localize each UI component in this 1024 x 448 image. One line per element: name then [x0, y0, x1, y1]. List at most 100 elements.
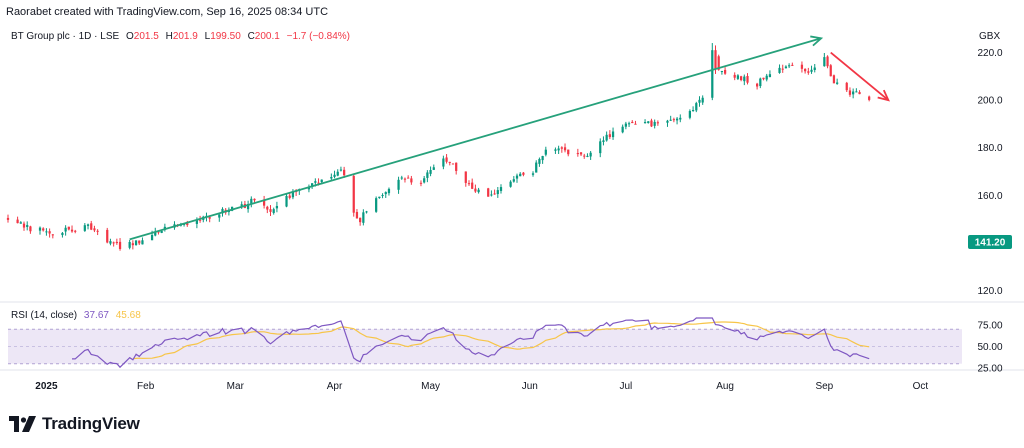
- candle-body: [746, 76, 749, 83]
- candle-body: [6, 217, 10, 220]
- candle-body: [429, 170, 432, 174]
- candle-body: [723, 69, 727, 74]
- candle-body: [352, 175, 355, 213]
- time-axis[interactable]: 2025 Feb Mar Apr May Jun Jul Aug Sep Oct: [35, 381, 928, 392]
- candle-body: [666, 120, 669, 123]
- candle-body: [672, 119, 675, 121]
- candle-body: [266, 206, 269, 210]
- candle-body: [314, 181, 317, 183]
- candle-body: [362, 212, 365, 223]
- rsi-name[interactable]: RSI (14, close): [11, 310, 78, 321]
- candle-body: [250, 198, 253, 204]
- candle-body: [624, 123, 627, 127]
- candle-body: [19, 222, 22, 224]
- candle-body: [762, 77, 765, 80]
- candle-body: [852, 91, 855, 95]
- candle-body: [544, 149, 547, 155]
- candle-body: [269, 209, 272, 212]
- candle-body: [96, 230, 99, 232]
- price-badge-text: 141.20: [975, 238, 1006, 249]
- candle-body: [519, 173, 522, 177]
- open-value: 201.5: [133, 31, 159, 42]
- candle-body: [109, 241, 112, 244]
- candle-body: [679, 117, 682, 120]
- candle-body: [141, 240, 144, 245]
- candle-body: [29, 226, 32, 232]
- candle-body: [48, 231, 51, 234]
- price-tick-label: 160.0: [977, 191, 1002, 202]
- rsi-tick-label: 75.00: [977, 320, 1002, 331]
- candle-body: [22, 223, 26, 228]
- candle-body: [717, 56, 720, 70]
- candle-body: [387, 188, 391, 194]
- candle-body: [490, 194, 493, 196]
- candle-body: [695, 103, 698, 111]
- close-label: C: [247, 31, 255, 42]
- candle-body: [599, 141, 602, 154]
- candle-body: [26, 225, 29, 227]
- candle-body: [45, 231, 48, 233]
- candle-body: [51, 234, 54, 236]
- candle-body: [253, 198, 256, 201]
- downtrend-arrowhead: [877, 89, 890, 102]
- candle-body: [583, 155, 586, 157]
- rsi-pane: [8, 317, 962, 369]
- candle-body: [589, 152, 592, 157]
- candle-body: [653, 121, 656, 126]
- candle-body: [784, 66, 788, 69]
- candle-body: [743, 76, 746, 82]
- candle-body: [778, 67, 781, 73]
- candle-body: [781, 68, 784, 70]
- candle-body: [586, 155, 589, 157]
- candle-body: [272, 209, 275, 213]
- candle-body: [419, 182, 423, 184]
- candle-body: [336, 171, 339, 176]
- candle-body: [410, 178, 413, 183]
- candle-body: [138, 240, 141, 244]
- candle-body: [195, 219, 198, 224]
- candle-body: [804, 68, 807, 72]
- currency-label: GBX: [979, 31, 1001, 42]
- candle-body: [522, 172, 525, 175]
- candle-body: [855, 91, 858, 93]
- high-value: 201.9: [172, 31, 198, 42]
- price-tick-label: 180.0: [977, 143, 1002, 154]
- candle-body: [621, 126, 624, 133]
- symbol-legend: BT Group plc · 1D · LSE O201.5 H201.9 L1…: [11, 31, 350, 42]
- candle-body: [112, 242, 115, 244]
- price-badge-bg: [968, 235, 1012, 249]
- candle-body: [16, 219, 19, 224]
- candle-body: [813, 67, 816, 71]
- candle-body: [70, 229, 74, 232]
- candle-body: [643, 122, 647, 124]
- candle-body: [739, 76, 743, 81]
- price-badge: 141.20: [968, 235, 1012, 249]
- price-tick-label: 120.0: [977, 286, 1002, 297]
- candle-body: [291, 191, 295, 198]
- candle-body: [611, 131, 615, 138]
- rsi-ma-line: [132, 321, 870, 360]
- candle-body: [355, 211, 359, 219]
- candle-body: [701, 97, 704, 103]
- candle-body: [656, 122, 659, 124]
- uptrend-arrowhead: [810, 35, 824, 47]
- rsi-legend: RSI (14, close) 37.67 45.68: [11, 310, 141, 321]
- candle-body: [240, 204, 243, 207]
- rsi-line: [72, 317, 870, 369]
- annotations[interactable]: [129, 35, 890, 241]
- candle-body: [397, 179, 400, 190]
- candle-body: [845, 82, 848, 91]
- price-axis[interactable]: 120.0140.0160.0180.0200.0220.025.0050.00…: [977, 48, 1002, 374]
- candle-body: [829, 65, 832, 77]
- candle-body: [832, 75, 836, 84]
- candle-body: [759, 78, 762, 87]
- symbol-name[interactable]: BT Group plc · 1D · LSE: [11, 31, 120, 42]
- tradingview-logo[interactable]: TradingView: [9, 414, 140, 434]
- candle-body: [826, 56, 829, 67]
- candle-body: [320, 179, 323, 183]
- candle-body: [106, 229, 109, 243]
- candle-body: [451, 163, 455, 165]
- candle-body: [477, 189, 480, 193]
- candle-body: [86, 224, 90, 226]
